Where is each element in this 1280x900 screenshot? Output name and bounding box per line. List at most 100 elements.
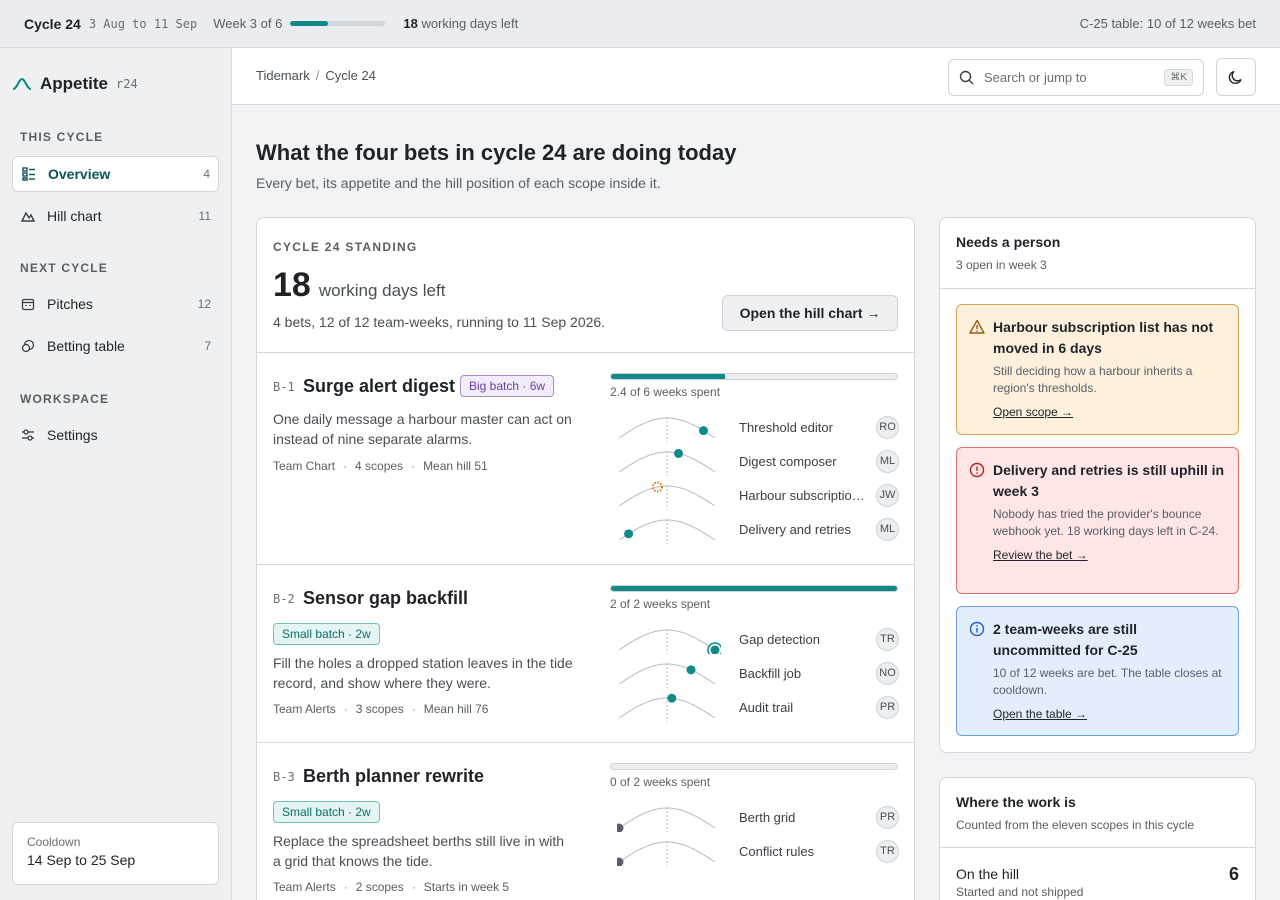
- hill-mini-chart: [618, 629, 721, 654]
- scope-row[interactable]: Digest composer ML: [617, 446, 899, 476]
- needs-subtitle: 3 open in week 3: [956, 258, 1047, 272]
- open-table-link[interactable]: Open the table →: [993, 707, 1088, 721]
- owner-avatar[interactable]: TR: [876, 627, 899, 651]
- bet-code: B-3: [273, 770, 295, 784]
- theme-toggle-button[interactable]: [1216, 58, 1256, 96]
- hill-mini-chart: [617, 807, 716, 832]
- scope-row[interactable]: Threshold editor RO: [617, 412, 899, 442]
- days-left-text: working days left: [421, 16, 519, 31]
- owner-avatar[interactable]: JW: [876, 483, 899, 507]
- scope-row[interactable]: Gap detection TR: [617, 624, 899, 654]
- alert-description: Still deciding how a harbour inherits a …: [993, 364, 1193, 395]
- alert-description: Nobody has tried the provider's bounce w…: [993, 507, 1219, 538]
- work-count-row[interactable]: On the hill Started and not shipped 6: [940, 848, 1255, 900]
- sidebar-item-pitches[interactable]: Pitches 12: [12, 286, 219, 322]
- scope-row[interactable]: Conflict rules TR: [617, 836, 899, 866]
- bet-row[interactable]: B-2 Sensor gap backfill Small batch · 2w…: [257, 565, 914, 743]
- search-placeholder: Search or jump to: [984, 70, 1087, 85]
- standing-days: 18 working days left: [273, 266, 445, 305]
- owner-avatar[interactable]: NO: [876, 661, 899, 685]
- hill-mini-chart: [618, 693, 716, 722]
- cycle-dates: 3 Aug to 11 Sep: [88, 16, 198, 31]
- scope-row[interactable]: Harbour subscription list JW: [617, 480, 899, 510]
- owner-avatar[interactable]: ML: [876, 449, 899, 473]
- open-hill-chart-button[interactable]: Open the hill chart →: [722, 295, 898, 331]
- review-bet-link[interactable]: Review the bet →: [993, 548, 1088, 562]
- bet-team: Team Alerts: [273, 702, 336, 716]
- appetite-logo-icon: [12, 77, 32, 90]
- scope-row[interactable]: Audit trail PR: [617, 692, 899, 722]
- hill-chart-icon: [20, 209, 35, 224]
- breadcrumb-cycle[interactable]: Cycle 24: [325, 68, 376, 83]
- search-icon: [959, 70, 974, 85]
- bet-meta: Team Alerts · 2 scopes · Starts in week 5: [273, 880, 510, 894]
- sidebar-item-label: Betting table: [47, 338, 125, 354]
- owner-avatar[interactable]: PR: [876, 805, 899, 829]
- bet-title: Surge alert digest: [303, 376, 456, 396]
- scope-name: Digest composer: [739, 453, 837, 469]
- hill-position-dot: [710, 645, 720, 654]
- owner-avatar[interactable]: RO: [876, 415, 899, 439]
- bet-meta: Team Chart · 4 scopes · Mean hill 51: [273, 459, 488, 473]
- owner-avatar[interactable]: TR: [876, 839, 899, 863]
- cooldown-label: Cooldown: [27, 835, 81, 849]
- hill-position-dot: [617, 823, 624, 832]
- brand-version: r24: [116, 77, 138, 91]
- sidebar-item-hill-chart[interactable]: Hill chart 11: [12, 198, 219, 234]
- error-circle-icon: [969, 462, 985, 478]
- alert-title: 2 team-weeks are still uncommitted for C…: [993, 621, 1138, 658]
- standing-days-number: 18: [273, 266, 311, 304]
- sidebar-item-overview[interactable]: Overview 4: [12, 156, 219, 192]
- bet-code: B-2: [273, 592, 295, 606]
- sidebar-item-label: Settings: [47, 427, 98, 443]
- bet-row[interactable]: B-1 Surge alert digest Big batch · 6w On…: [257, 353, 914, 565]
- warning-icon: [969, 319, 985, 334]
- appetite-badge: Big batch · 6w: [460, 375, 555, 397]
- bet-description: Replace the spreadsheet berths still liv…: [273, 833, 565, 869]
- appetite-badge: Small batch · 2w: [273, 801, 380, 823]
- bet-meta: Team Alerts · 3 scopes · Mean hill 76: [273, 702, 489, 716]
- weeks-spent-text: 2 of 2 weeks spent: [610, 597, 711, 611]
- sidebar-item-settings[interactable]: Settings: [12, 417, 219, 453]
- brand[interactable]: Appetite r24: [12, 74, 138, 94]
- sidebar: Appetite r24 THIS CYCLE Overview 4 Hill …: [0, 48, 232, 900]
- sidebar-item-betting-table[interactable]: Betting table 7: [12, 328, 219, 364]
- where-the-work-is-panel: Where the work is Counted from the eleve…: [939, 777, 1256, 900]
- bet-description: One daily message a harbour master can a…: [273, 411, 572, 447]
- open-scope-link[interactable]: Open scope →: [993, 405, 1074, 419]
- search-input[interactable]: Search or jump to ⌘K: [948, 59, 1204, 96]
- scope-name: Conflict rules: [739, 843, 815, 859]
- scope-row[interactable]: Berth grid PR: [617, 802, 899, 832]
- work-count-label: On the hill: [956, 866, 1020, 882]
- sidebar-item-count: 4: [203, 167, 210, 181]
- page-title: What the four bets in cycle 24 are doing…: [256, 140, 737, 165]
- alert-title: Harbour subscription list has not moved …: [993, 319, 1214, 356]
- weeks-spent-text: 0 of 2 weeks spent: [610, 775, 711, 789]
- brand-name: Appetite: [40, 74, 108, 93]
- owner-avatar[interactable]: PR: [876, 695, 899, 719]
- bet-description: Fill the holes a dropped station leaves …: [273, 655, 573, 691]
- section-workspace: WORKSPACE: [20, 392, 110, 406]
- sidebar-item-label: Pitches: [47, 296, 93, 312]
- bet-stat: Starts in week 5: [423, 880, 510, 894]
- standing-label: CYCLE 24 STANDING: [273, 240, 418, 254]
- bet-scopes: 2 scopes: [355, 880, 404, 894]
- owner-avatar[interactable]: ML: [876, 517, 899, 541]
- scope-name: Gap detection: [739, 631, 820, 647]
- week-indicator: Week 3 of 6: [213, 16, 283, 31]
- breadcrumb-workspace[interactable]: Tidemark: [256, 68, 310, 83]
- next-table-status: C-25 table: 10 of 12 weeks bet: [1079, 16, 1256, 31]
- bet-stat: Mean hill 76: [423, 702, 489, 716]
- sidebar-item-count: 11: [198, 209, 211, 223]
- search-shortcut: ⌘K: [1164, 69, 1193, 86]
- sidebar-item-label: Overview: [48, 166, 111, 182]
- hill-mini-chart: [618, 663, 716, 688]
- moon-icon: [1228, 70, 1242, 85]
- scope-row[interactable]: Backfill job NO: [617, 658, 899, 688]
- weeks-spent-bar: [610, 763, 898, 770]
- scope-row[interactable]: Delivery and retries ML: [617, 514, 899, 544]
- sliders-icon: [20, 428, 35, 443]
- breadcrumb: Tidemark / Cycle 24: [256, 68, 376, 83]
- bet-row[interactable]: B-3 Berth planner rewrite Small batch · …: [257, 743, 914, 900]
- alert-stalled-scope: Harbour subscription list has not moved …: [956, 304, 1239, 435]
